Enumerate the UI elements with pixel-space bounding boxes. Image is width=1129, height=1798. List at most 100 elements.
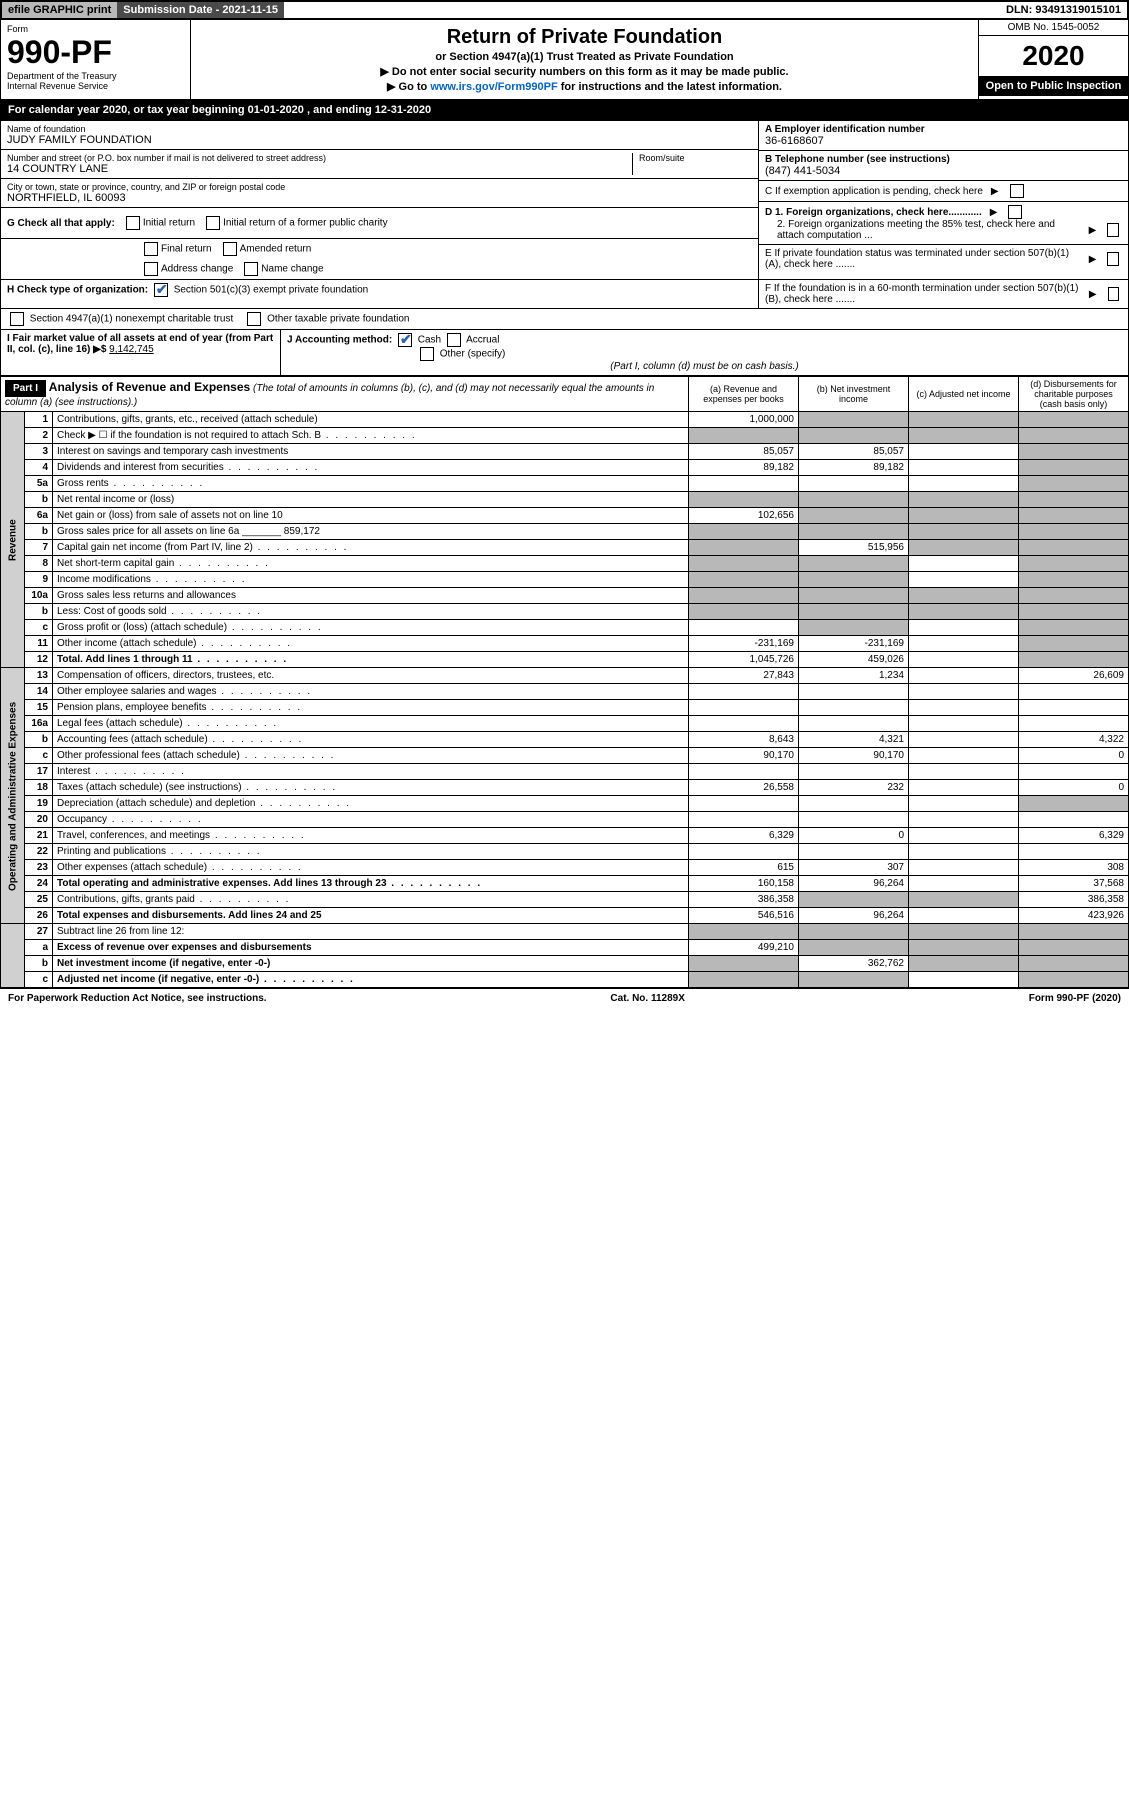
value-cell (909, 876, 1019, 892)
value-cell (1019, 700, 1129, 716)
value-cell: 96,264 (799, 876, 909, 892)
tax-year: 2020 (979, 36, 1128, 76)
final-return-checkbox[interactable] (144, 242, 158, 256)
line-description: Compensation of officers, directors, tru… (53, 668, 689, 684)
value-cell (909, 652, 1019, 668)
value-cell (909, 476, 1019, 492)
value-cell (1019, 956, 1129, 972)
note2-pre: ▶ Go to (387, 81, 430, 93)
irs-link[interactable]: www.irs.gov/Form990PF (430, 81, 557, 93)
value-cell: 90,170 (799, 748, 909, 764)
value-cell (909, 780, 1019, 796)
value-cell (909, 748, 1019, 764)
c-label: C If exemption application is pending, c… (765, 186, 983, 197)
value-cell (909, 508, 1019, 524)
value-cell (799, 844, 909, 860)
e-checkbox[interactable] (1107, 252, 1119, 266)
value-cell (1019, 556, 1129, 572)
value-cell (689, 620, 799, 636)
h-label: H Check type of organization: (7, 285, 148, 296)
value-cell: 0 (1019, 748, 1129, 764)
name-label: Name of foundation (7, 124, 752, 134)
address-change-checkbox[interactable] (144, 262, 158, 276)
value-cell (909, 812, 1019, 828)
value-cell (1019, 444, 1129, 460)
j-label: J Accounting method: (287, 335, 392, 346)
value-cell: 615 (689, 860, 799, 876)
section-label: Revenue (1, 412, 25, 668)
value-cell (909, 540, 1019, 556)
part1-table: Part I Analysis of Revenue and Expenses … (0, 376, 1129, 988)
line-description: Net rental income or (loss) (53, 492, 689, 508)
value-cell (799, 572, 909, 588)
line-description: Other income (attach schedule) (53, 636, 689, 652)
line-description: Capital gain net income (from Part IV, l… (53, 540, 689, 556)
value-cell (909, 940, 1019, 956)
value-cell (799, 716, 909, 732)
line-number: 24 (25, 876, 53, 892)
line-number: 20 (25, 812, 53, 828)
footer-center: Cat. No. 11289X (610, 993, 684, 1004)
value-cell (799, 556, 909, 572)
line-number: 10a (25, 588, 53, 604)
d1-checkbox[interactable] (1008, 205, 1022, 219)
line-description: Accounting fees (attach schedule) (53, 732, 689, 748)
line-description: Taxes (attach schedule) (see instruction… (53, 780, 689, 796)
h2-text: Section 4947(a)(1) nonexempt charitable … (30, 314, 233, 325)
value-cell (1019, 492, 1129, 508)
value-cell: 362,762 (799, 956, 909, 972)
value-cell (1019, 604, 1129, 620)
initial-return-checkbox[interactable] (126, 216, 140, 230)
line-description: Subtract line 26 from line 12: (53, 924, 689, 940)
form-subtitle: or Section 4947(a)(1) Trust Treated as P… (197, 51, 972, 63)
line-number: 26 (25, 908, 53, 924)
value-cell (799, 796, 909, 812)
c-checkbox[interactable] (1010, 184, 1024, 198)
j-other-checkbox[interactable] (420, 347, 434, 361)
line-number: 16a (25, 716, 53, 732)
phone-label: B Telephone number (see instructions) (765, 154, 1122, 165)
value-cell (799, 972, 909, 988)
part1-title: Analysis of Revenue and Expenses (49, 380, 250, 394)
e-label: E If private foundation status was termi… (765, 248, 1081, 270)
value-cell (799, 492, 909, 508)
line-number: 17 (25, 764, 53, 780)
value-cell (689, 476, 799, 492)
value-cell (909, 668, 1019, 684)
line-number: 13 (25, 668, 53, 684)
initial-charity-checkbox[interactable] (206, 216, 220, 230)
d2-checkbox[interactable] (1107, 223, 1119, 237)
line-description: Gross sales less returns and allowances (53, 588, 689, 604)
h3-checkbox[interactable] (247, 312, 261, 326)
value-cell (689, 700, 799, 716)
calendar-year-row: For calendar year 2020, or tax year begi… (0, 100, 1129, 120)
h2-checkbox[interactable] (10, 312, 24, 326)
value-cell (909, 604, 1019, 620)
value-cell (689, 844, 799, 860)
j-note: (Part I, column (d) must be on cash basi… (287, 361, 1122, 372)
line-description: Dividends and interest from securities (53, 460, 689, 476)
j-accrual-checkbox[interactable] (447, 333, 461, 347)
value-cell: 85,057 (689, 444, 799, 460)
value-cell (799, 620, 909, 636)
f-checkbox[interactable] (1108, 287, 1119, 301)
line-number: 7 (25, 540, 53, 556)
h1-checkbox[interactable] (154, 283, 168, 297)
line-description: Other professional fees (attach schedule… (53, 748, 689, 764)
amended-return-checkbox[interactable] (223, 242, 237, 256)
open-public: Open to Public Inspection (979, 76, 1128, 96)
j-cash-checkbox[interactable] (398, 333, 412, 347)
value-cell (909, 972, 1019, 988)
value-cell: 37,568 (1019, 876, 1129, 892)
value-cell (909, 572, 1019, 588)
name-change-checkbox[interactable] (244, 262, 258, 276)
line-description: Occupancy (53, 812, 689, 828)
form-number: 990-PF (7, 34, 184, 71)
value-cell (1019, 508, 1129, 524)
page-footer: For Paperwork Reduction Act Notice, see … (0, 988, 1129, 1008)
value-cell (909, 796, 1019, 812)
value-cell (909, 636, 1019, 652)
value-cell: 4,322 (1019, 732, 1129, 748)
form-title: Return of Private Foundation (197, 26, 972, 49)
value-cell (909, 956, 1019, 972)
